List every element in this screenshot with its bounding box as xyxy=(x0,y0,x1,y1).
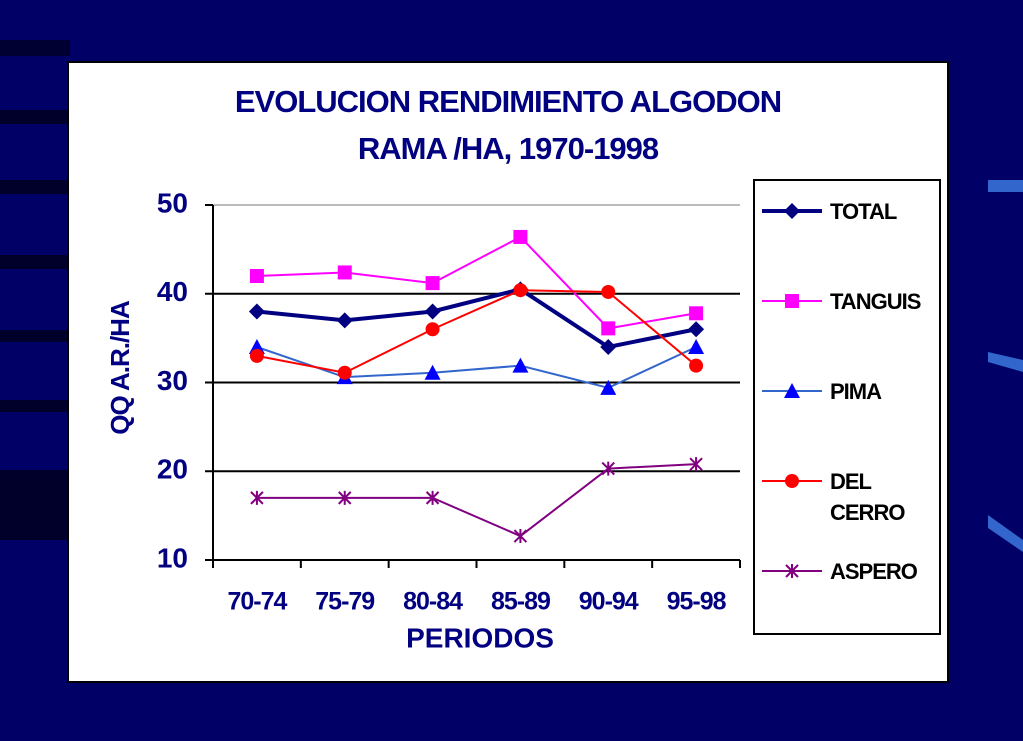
y-tick-label: 20 xyxy=(157,454,188,485)
legend-box xyxy=(753,179,941,635)
decor xyxy=(0,470,70,540)
marker xyxy=(336,312,353,329)
marker xyxy=(425,276,440,291)
series-line xyxy=(256,289,697,374)
decor xyxy=(0,180,70,194)
x-tick-label: 90-94 xyxy=(579,588,639,616)
x-tick-label: 95-98 xyxy=(667,588,727,616)
marker xyxy=(785,564,799,578)
marker xyxy=(601,321,616,336)
marker xyxy=(601,461,615,476)
marker xyxy=(513,283,528,298)
marker xyxy=(337,365,352,380)
marker xyxy=(249,348,264,363)
x-tick-label: 75-79 xyxy=(315,588,374,616)
marker xyxy=(424,303,441,320)
y-tick-label: 10 xyxy=(157,542,188,573)
marker xyxy=(337,265,352,280)
series-line xyxy=(256,287,697,350)
legend-label: DEL CERRO xyxy=(830,469,905,525)
marker xyxy=(785,474,799,488)
decor xyxy=(0,400,70,412)
legend-label: ASPERO xyxy=(830,559,918,584)
x-axis-label: PERIODOS xyxy=(406,622,554,653)
marker xyxy=(688,321,705,338)
legend-label: PIMA xyxy=(830,379,882,404)
marker xyxy=(424,364,441,380)
decor xyxy=(988,515,1023,552)
marker xyxy=(601,284,616,299)
series-line xyxy=(256,346,697,389)
marker xyxy=(784,203,800,219)
decor xyxy=(0,40,70,56)
marker xyxy=(689,358,704,373)
marker xyxy=(248,303,265,320)
series-line xyxy=(256,463,697,538)
decor xyxy=(0,330,70,342)
legend-label: TOTAL xyxy=(830,199,897,224)
series-line xyxy=(256,235,697,330)
marker xyxy=(513,529,528,544)
marker xyxy=(688,339,705,354)
y-tick-label: 30 xyxy=(157,365,188,396)
legend-label: TANGUIS xyxy=(830,289,921,314)
y-tick-label: 50 xyxy=(157,187,188,218)
y-axis-label: QQ A.R./HA xyxy=(105,300,135,435)
marker xyxy=(600,339,617,355)
marker xyxy=(425,490,440,505)
decor xyxy=(0,110,70,124)
decor xyxy=(988,180,1023,192)
x-tick-label: 80-84 xyxy=(403,588,463,616)
marker xyxy=(249,269,264,283)
marker xyxy=(689,306,704,321)
marker xyxy=(600,379,617,395)
chart-title: RAMA /HA, 1970-1998 xyxy=(358,131,659,166)
decor xyxy=(988,352,1023,372)
marker xyxy=(513,229,528,244)
decor xyxy=(0,255,70,269)
x-tick-label: 85-89 xyxy=(491,588,550,616)
marker xyxy=(425,322,440,337)
marker xyxy=(512,357,529,373)
chart-title: EVOLUCION RENDIMIENTO ALGODON xyxy=(235,84,781,119)
marker xyxy=(784,383,800,398)
y-tick-label: 40 xyxy=(157,276,188,307)
marker xyxy=(338,490,352,505)
marker xyxy=(250,490,264,505)
marker xyxy=(785,294,799,308)
marker xyxy=(689,457,703,472)
x-tick-label: 70-74 xyxy=(227,588,287,616)
